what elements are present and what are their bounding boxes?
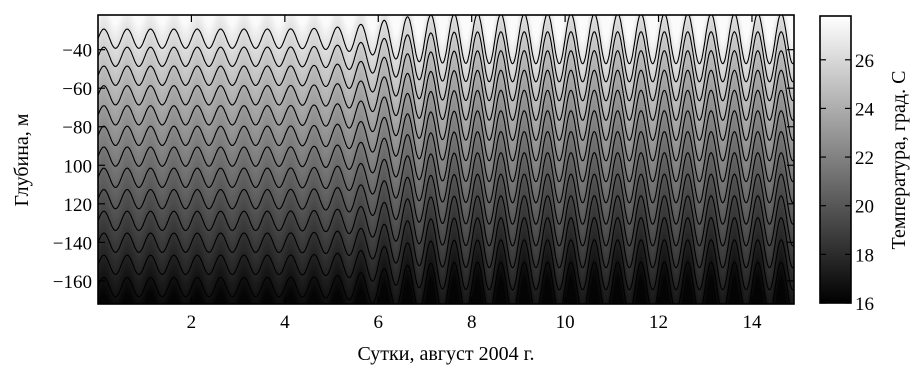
y-tick-label: −40: [62, 41, 92, 62]
colorbar-gradient: [819, 15, 852, 304]
colorbar-tick-label: 24: [855, 99, 875, 120]
y-tick-label: −60: [62, 79, 92, 100]
x-tick-label: 12: [649, 312, 668, 333]
isotherm-7: [98, 130, 794, 183]
x-tick-label: 8: [467, 312, 477, 333]
colorbar-tick-label: 22: [855, 148, 874, 169]
x-tick-label: 2: [187, 312, 197, 333]
heatmap-field: [98, 15, 794, 304]
isotherm-2: [98, 239, 794, 291]
isotherm-10: [98, 69, 794, 121]
x-tick-label: 6: [374, 312, 384, 333]
isotherm-11: [98, 50, 794, 102]
isotherm-3: [98, 217, 794, 269]
colorbar-ticks: 16 18 20 22 24 26: [820, 51, 875, 315]
y-tick-label: 120: [64, 195, 93, 216]
plot-frame: [97, 14, 795, 305]
colorbar: 16 18 20 22 24 26 Температура, град. С: [819, 15, 910, 315]
colorbar-tick-label: 16: [855, 294, 874, 315]
colorbar-tick-label: 18: [855, 245, 874, 266]
y-axis-ticks: −40 −60 −80 100 120 −140 −160: [53, 41, 794, 293]
isotherm-12: [98, 30, 794, 83]
y-tick-label: −140: [53, 233, 92, 254]
isotherm-5: [98, 173, 794, 225]
x-axis-ticks: 2 4 6 8 10 12 14: [187, 15, 762, 333]
colorbar-tick-label: 26: [855, 51, 874, 72]
plot-area: 2 4 6 8 10 12 14 −40 −60 −80 100 120 −140 −160: [53, 14, 795, 333]
x-tick-label: 4: [280, 312, 290, 333]
isotherm-8: [98, 110, 794, 162]
x-axis-label: Сутки, август 2004 г.: [357, 343, 534, 365]
contour-lines: [98, 15, 794, 304]
x-tick-label: 10: [556, 312, 575, 333]
isotherm-9: [98, 89, 794, 142]
y-axis-label: Глубина, м: [11, 113, 33, 206]
isotherm-1: [98, 261, 791, 304]
x-tick-label: 14: [742, 312, 762, 333]
colorbar-label: Температура, град. С: [888, 71, 910, 250]
y-tick-label: 100: [64, 156, 93, 177]
colorbar-tick-label: 20: [855, 197, 874, 218]
y-tick-label: −80: [62, 118, 92, 139]
y-tick-label: −160: [53, 272, 92, 293]
isotherm-13: [98, 15, 794, 65]
isotherm-6: [98, 152, 794, 204]
isotherm-4: [98, 195, 794, 247]
